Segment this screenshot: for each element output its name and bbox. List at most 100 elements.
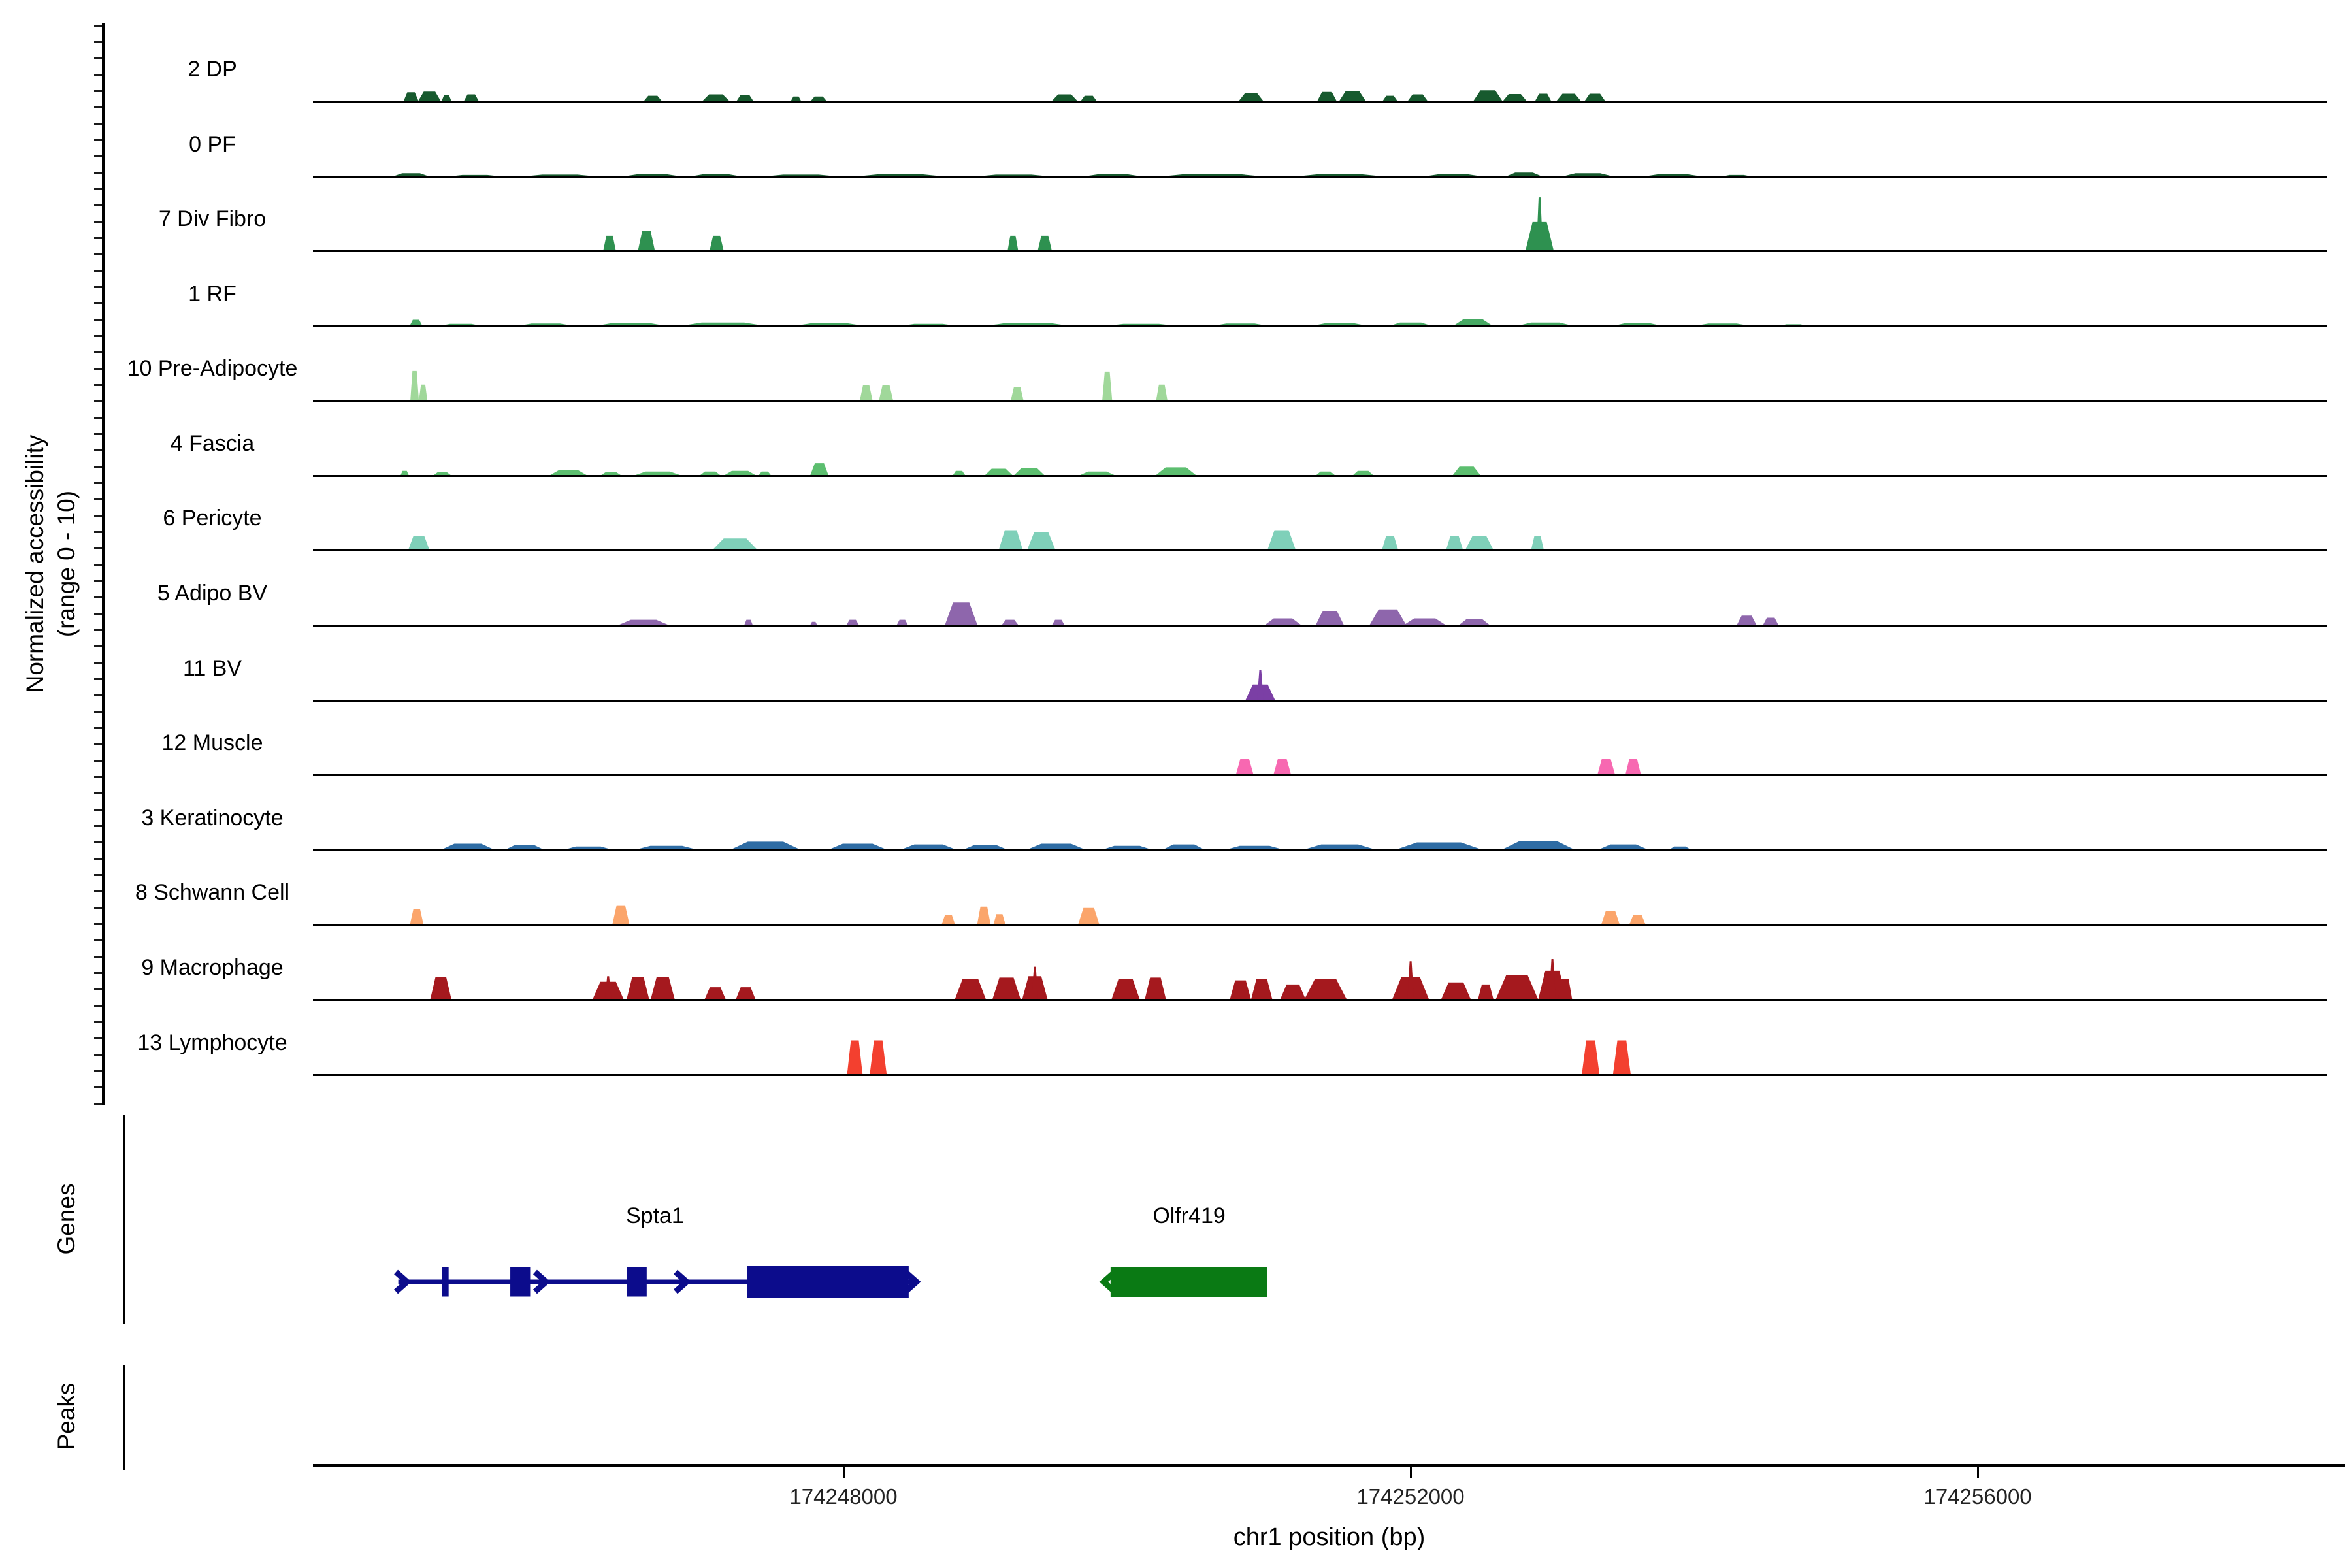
track-signal-12-muscle [1235,759,1641,776]
y-axis-tick [94,956,102,958]
y-axis-tick [94,253,102,255]
y-axis-tick [94,547,102,549]
gene-exon-spta1 [442,1267,449,1297]
x-axis-tick-label-174252000: 174252000 [1356,1484,1465,1509]
track-label-11-bv: 11 BV [182,655,242,681]
y-axis-tick [94,1021,102,1023]
x-axis-line [313,1464,2345,1467]
y-axis-tick [94,41,102,43]
y-axis-tick [94,939,102,941]
track-label-8-schwann-cell: 8 Schwann Cell [135,880,290,906]
peaks-section-label: Peaks [52,1382,80,1450]
y-axis-tick [94,596,102,598]
y-axis-tick [94,809,102,811]
y-axis-tick [94,760,102,762]
y-axis-tick [94,678,102,680]
track-baseline-1-rf [313,325,2327,327]
y-axis-tick [94,711,102,713]
track-baseline-11-bv [313,699,2327,702]
peaks-bracket [123,1365,125,1470]
y-axis-tick [94,74,102,76]
y-axis-label-line2: (range 0 - 10) [53,490,80,638]
y-axis-tick [94,743,102,745]
track-label-2-dp: 2 DP [188,57,237,82]
y-axis-tick [94,123,102,125]
track-label-12-muscle: 12 Muscle [161,730,263,756]
gene-exon-spta1 [747,1266,909,1298]
track-label-4-fascia: 4 Fascia [170,431,255,456]
track-baseline-7-div-fibro [313,250,2327,253]
y-axis-tick [94,319,102,321]
track-signal-13-lymphocyte [847,1040,1631,1075]
y-axis-tick [94,972,102,974]
track-label-6-pericyte: 6 Pericyte [163,506,262,531]
y-axis-tick [94,155,102,157]
y-axis-tick [94,433,102,435]
y-axis-tick [94,400,102,402]
y-axis-tick [94,449,102,451]
gene-label-spta1: Spta1 [625,1203,684,1228]
y-axis-tick [94,1070,102,1072]
y-axis-tick [94,629,102,631]
gene-models-canvas [394,1266,1267,1298]
track-label-5-adipo-bv: 5 Adipo BV [157,581,268,606]
track-label-10-pre-adipocyte: 10 Pre-Adipocyte [127,356,298,382]
track-label-9-macrophage: 9 Macrophage [141,955,284,980]
y-axis-tick [94,776,102,778]
track-signal-4-fascia [400,463,1481,476]
y-axis-tick [94,351,102,353]
track-signal-10-pre-adipocyte [410,371,1168,401]
gene-strand-arrow-icon [674,1269,691,1294]
y-axis-tick [94,874,102,876]
track-signal-11-bv [1245,670,1275,700]
track-baseline-0-pf [313,175,2327,178]
y-axis-tick [94,417,102,419]
gene-body-spta1 [398,1279,913,1284]
y-axis-tick [94,90,102,92]
y-axis-tick [94,694,102,696]
y-axis-tick [94,858,102,860]
track-signal-0-pf [393,172,1751,176]
track-baseline-5-adipo-bv [313,625,2327,627]
x-axis-tick-174248000 [842,1467,845,1478]
y-axis-tick [94,270,102,272]
y-axis-tick [94,482,102,484]
track-signal-6-pericyte [408,530,1544,551]
track-baseline-10-pre-adipocyte [313,400,2327,402]
gene-strand-arrow-icon [903,1269,921,1294]
y-axis-tick [94,335,102,337]
track-signal-7-div-fibro [603,197,1554,252]
gene-exon-spta1 [510,1267,531,1297]
gene-strand-arrow-icon [394,1269,412,1294]
x-axis-tick-174256000 [1976,1467,1979,1478]
track-label-0-pf: 0 PF [189,131,236,157]
track-label-3-keratinocyte: 3 Keratinocyte [141,805,284,830]
track-baseline-12-muscle [313,774,2327,777]
y-axis-tick [94,1086,102,1088]
y-axis-tick [94,564,102,566]
track-label-7-div-fibro: 7 Div Fibro [158,206,267,232]
y-axis-tick [94,106,102,108]
y-axis-tick [94,890,102,892]
y-axis-label-line1: Normalized accessibility [21,434,48,693]
track-signal-8-schwann-cell [410,905,1646,925]
track-baseline-9-macrophage [313,998,2327,1001]
track-baseline-13-lymphocyte [313,1073,2327,1076]
track-baseline-8-schwann-cell [313,924,2327,926]
x-axis-tick-label-174256000: 174256000 [1923,1484,2032,1509]
y-axis-tick [94,498,102,500]
y-axis-tick [94,923,102,925]
genes-section-label: Genes [52,1183,80,1255]
y-axis-tick [94,825,102,827]
y-axis-tick [94,286,102,288]
y-axis-tick [94,466,102,468]
track-baseline-3-keratinocyte [313,849,2327,851]
y-axis-tick [94,645,102,647]
y-axis-tick [94,188,102,190]
x-axis-tick-174252000 [1409,1467,1412,1478]
y-axis-tick [94,907,102,909]
gene-exon-olfr419 [1110,1267,1267,1297]
track-signal-1-rf [410,319,1808,326]
x-axis-title: chr1 position (bp) [1233,1524,1426,1551]
y-axis-tick [94,1037,102,1039]
